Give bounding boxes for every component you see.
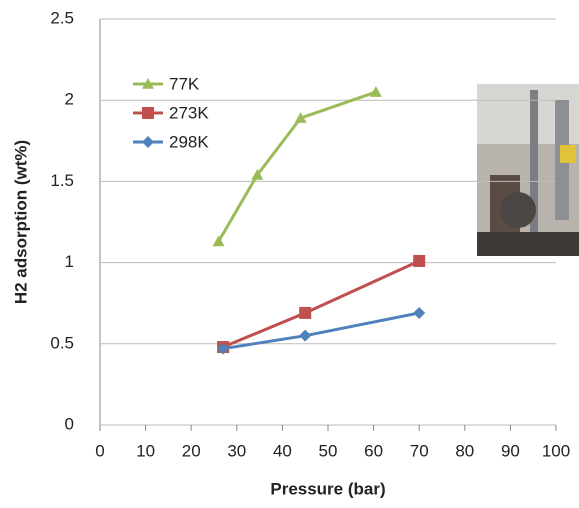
y-tick-label: 2.5 [50,8,74,27]
x-tick-label: 40 [273,441,292,460]
legend-marker [142,107,154,119]
legend-label: 298K [169,132,209,151]
y-axis-label: H2 adsorption (wt%) [11,140,30,304]
inset-photo [477,84,579,256]
series-line [219,92,376,241]
y-tick-label: 2 [65,90,74,109]
data-point [413,307,425,319]
x-tick-label: 90 [501,441,520,460]
legend-marker [142,136,154,148]
data-point [370,86,382,97]
y-tick-label: 0 [65,414,74,433]
chart: Pressure (bar) H2 adsorption (wt%) 0 0.5 1… [0,0,579,508]
x-tick-label: 50 [319,441,338,460]
x-tick-label: 30 [227,441,246,460]
x-axis-label: Pressure (bar) [270,479,385,498]
y-tick-label: 1 [65,252,74,271]
legend-label: 273K [169,103,209,122]
data-point [299,330,311,342]
x-tick-label: 70 [410,441,429,460]
x-tick-label: 100 [542,441,570,460]
x-tick-label: 20 [182,441,201,460]
x-tick-label: 10 [136,441,155,460]
x-tick-label: 80 [455,441,474,460]
x-tick-label: 0 [95,441,104,460]
x-tick-label: 60 [364,441,383,460]
y-tick-label: 1.5 [50,171,74,190]
y-tick-label: 0.5 [50,333,74,352]
data-point [299,307,311,319]
series-line [223,261,419,347]
data-point [413,255,425,267]
legend-label: 77K [169,74,200,93]
